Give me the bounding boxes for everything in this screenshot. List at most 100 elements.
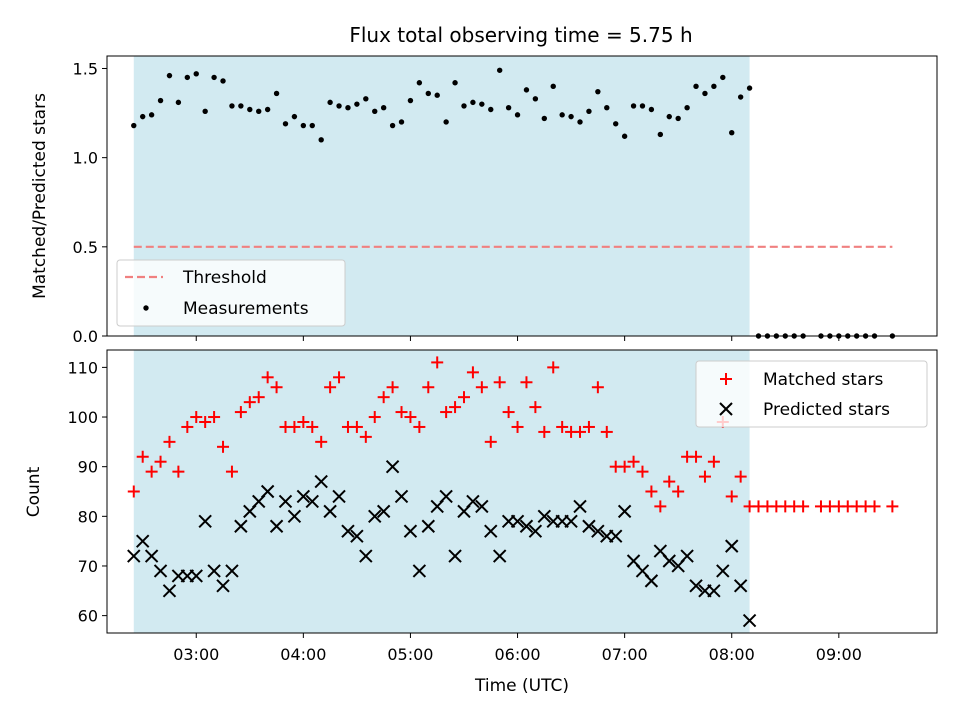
top-measurements-point-47 [550,83,556,90]
x-axis-label: Time (UTC) [474,676,569,696]
bottom-matched-stars-point-53 [600,425,613,438]
bottom-predicted-stars-point-2 [144,549,159,563]
bottom-matched-stars-point-30 [395,406,408,419]
bottom-predicted-stars-point-52 [591,524,605,538]
bottom-matched-stars-point-31 [404,411,417,424]
bottom-ytick-label: 90 [78,458,98,477]
bottom-predicted-stars-point-15 [260,484,275,499]
bottom-predicted-stars-point-21 [314,474,328,489]
bottom-matched-stars-point-58 [645,485,658,498]
bottom-matched-stars-point-61 [672,485,685,498]
top-measurements-point-5 [175,99,182,106]
top-measurements-point-15 [264,106,271,113]
bottom-matched-stars-point-41 [493,376,506,389]
bottom-predicted-stars-point-58 [644,574,659,588]
top-measurements-point-14 [256,108,262,114]
bottom-matched-stars-point-46 [538,425,551,438]
bottom-predicted-stars-point-18 [287,509,302,524]
bottom-matched-stars-point-6 [181,420,194,433]
top-measurements-point-59 [657,131,664,138]
top-measurements-point-7 [193,71,199,77]
top-measurements-point-29 [389,122,396,129]
legend-measurements-label: Measurements [183,299,309,319]
top-measurements-point-21 [318,137,324,143]
top-measurements-point-1 [139,113,146,120]
bottom-matched-stars-point-67 [725,490,738,503]
bottom-matched-stars-point-56 [627,455,640,468]
bottom-matched-stars-point-44 [520,376,533,389]
bottom-predicted-stars-point-27 [368,509,382,524]
top-measurements-point-64 [702,90,708,97]
bottom-predicted-stars-point-17 [278,494,293,509]
bottom-predicted-stars-point-43 [510,514,525,528]
bottom-y-axis-label: Count [24,466,44,517]
bottom-predicted-stars-point-30 [394,489,409,504]
bottom-matched-stars-point-75 [797,500,810,513]
legend-threshold-label: Threshold [182,268,267,288]
bottom-predicted-stars-point-67 [725,539,739,553]
bottom-matched-stars-point-64 [698,470,711,483]
bottom-predicted-stars-point-55 [617,504,632,519]
legend-matched-swatch [720,373,732,385]
xtick-label: 03:00 [173,645,219,664]
top-measurements-point-49 [568,113,574,120]
bottom-ytick-label: 70 [78,557,98,576]
bottom-predicted-stars-point-62 [680,549,694,563]
bottom-predicted-stars-point-19 [296,489,311,504]
top-measurements-point-68 [737,94,744,100]
bottom-ytick-label: 110 [67,358,98,377]
top-measurements-point-35 [443,119,449,125]
bottom-predicted-stars-point-44 [519,519,534,533]
bottom-ytick-label: 100 [67,408,98,427]
top-measurements-point-38 [470,99,476,106]
top-measurements-point-69 [746,85,753,91]
bottom-matched-stars-point-36 [449,401,462,414]
top-measurements-point-66 [720,74,726,81]
bottom-predicted-stars-point-0 [127,549,141,563]
bottom-predicted-stars-point-9 [207,564,221,578]
top-measurements-point-12 [238,103,244,109]
bottom-matched-stars-point-12 [234,406,247,419]
bottom-y-ticks: 60 70 80 90 100 110 [67,358,107,626]
bottom-matched-stars-point-51 [582,420,595,433]
top-measurements-point-22 [327,99,333,106]
bottom-matched-stars-point-40 [484,435,497,448]
bottom-matched-stars-point-5 [172,465,185,478]
top-measurements-point-20 [309,122,315,129]
bottom-predicted-stars-point-39 [475,499,489,514]
bottom-matched-stars-point-11 [225,465,238,478]
bottom-matched-stars-point-22 [324,381,337,394]
top-measurements-point-44 [523,87,530,93]
top-measurements-point-67 [729,129,735,136]
bottom-matched-stars-point-0 [127,485,140,498]
bottom-legend-box [695,360,928,428]
top-measurements-point-43 [514,112,521,118]
legend-measurements-swatch [143,305,149,311]
bottom-ytick-label: 60 [78,607,98,626]
bottom-predicted-stars-point-23 [332,489,346,504]
bottom-matched-stars-point-29 [386,381,399,394]
top-measurements-point-9 [211,74,217,81]
top-measurements-point-62 [684,105,690,111]
bottom-matched-stars-point-20 [306,420,319,433]
top-measurements-point-10 [220,78,226,84]
bottom-predicted-stars-point-10 [216,579,230,593]
bottom-matched-stars-point-2 [145,465,158,478]
bottom-matched-stars-point-19 [297,415,310,428]
top-measurements-point-39 [479,101,485,107]
bottom-matched-stars-point-50 [574,425,587,438]
top-measurements-point-32 [416,80,423,86]
bottom-predicted-stars-point-3 [153,564,168,578]
bottom-predicted-stars-point-66 [716,564,730,578]
top-measurements-point-50 [577,119,583,125]
top-x-ticks [195,336,840,341]
bottom-predicted-stars-point-16 [269,519,284,533]
bottom-matched-stars-point-37 [457,391,470,404]
bottom-predicted-stars-point-49 [564,514,578,528]
bottom-matched-stars-point-60 [663,475,676,488]
top-measurements-point-24 [345,105,351,111]
xtick-label: 04:00 [280,645,326,664]
bottom-matched-stars-point-35 [440,406,453,419]
top-legend: Threshold Measurements [116,259,346,327]
top-measurements-point-42 [505,105,512,111]
